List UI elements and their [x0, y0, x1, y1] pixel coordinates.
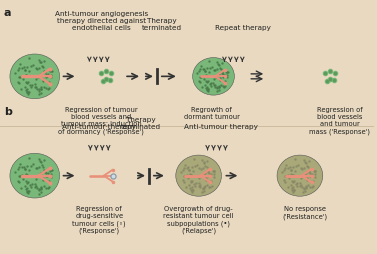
Ellipse shape: [193, 58, 234, 96]
Ellipse shape: [10, 154, 60, 198]
Text: Anti-tumour therapy: Anti-tumour therapy: [184, 123, 257, 130]
Text: Regression of
drug-sensitive
tumour cells (◦)
('Response'): Regression of drug-sensitive tumour cell…: [72, 206, 126, 233]
Text: No response
('Resistance'): No response ('Resistance'): [282, 206, 328, 219]
Text: Repeat therapy: Repeat therapy: [215, 25, 271, 30]
Text: a: a: [4, 8, 11, 18]
Ellipse shape: [10, 55, 60, 99]
Ellipse shape: [277, 155, 323, 196]
Text: Therapy
terminated: Therapy terminated: [121, 117, 161, 130]
Text: Overgrowth of drug-
resistant tumour cell
subpopulations (•)
('Relapse'): Overgrowth of drug- resistant tumour cel…: [163, 206, 234, 233]
Text: Anti-tumour angiogenesis
therapy directed against
endothelial cells: Anti-tumour angiogenesis therapy directe…: [55, 11, 148, 30]
Text: Regrowth of
dormant tumour: Regrowth of dormant tumour: [184, 107, 239, 120]
Text: Therapy
terminated: Therapy terminated: [142, 18, 182, 30]
Text: Anti-tumour therapy: Anti-tumour therapy: [62, 123, 136, 130]
Text: Regression of tumour
blood vessels and
tumour mass; induction
of dormancy ('Resp: Regression of tumour blood vessels and t…: [58, 107, 144, 134]
Ellipse shape: [176, 155, 221, 196]
Text: b: b: [4, 107, 12, 117]
Text: Regression of
blood vessels
and tumour
mass ('Response'): Regression of blood vessels and tumour m…: [309, 107, 370, 134]
